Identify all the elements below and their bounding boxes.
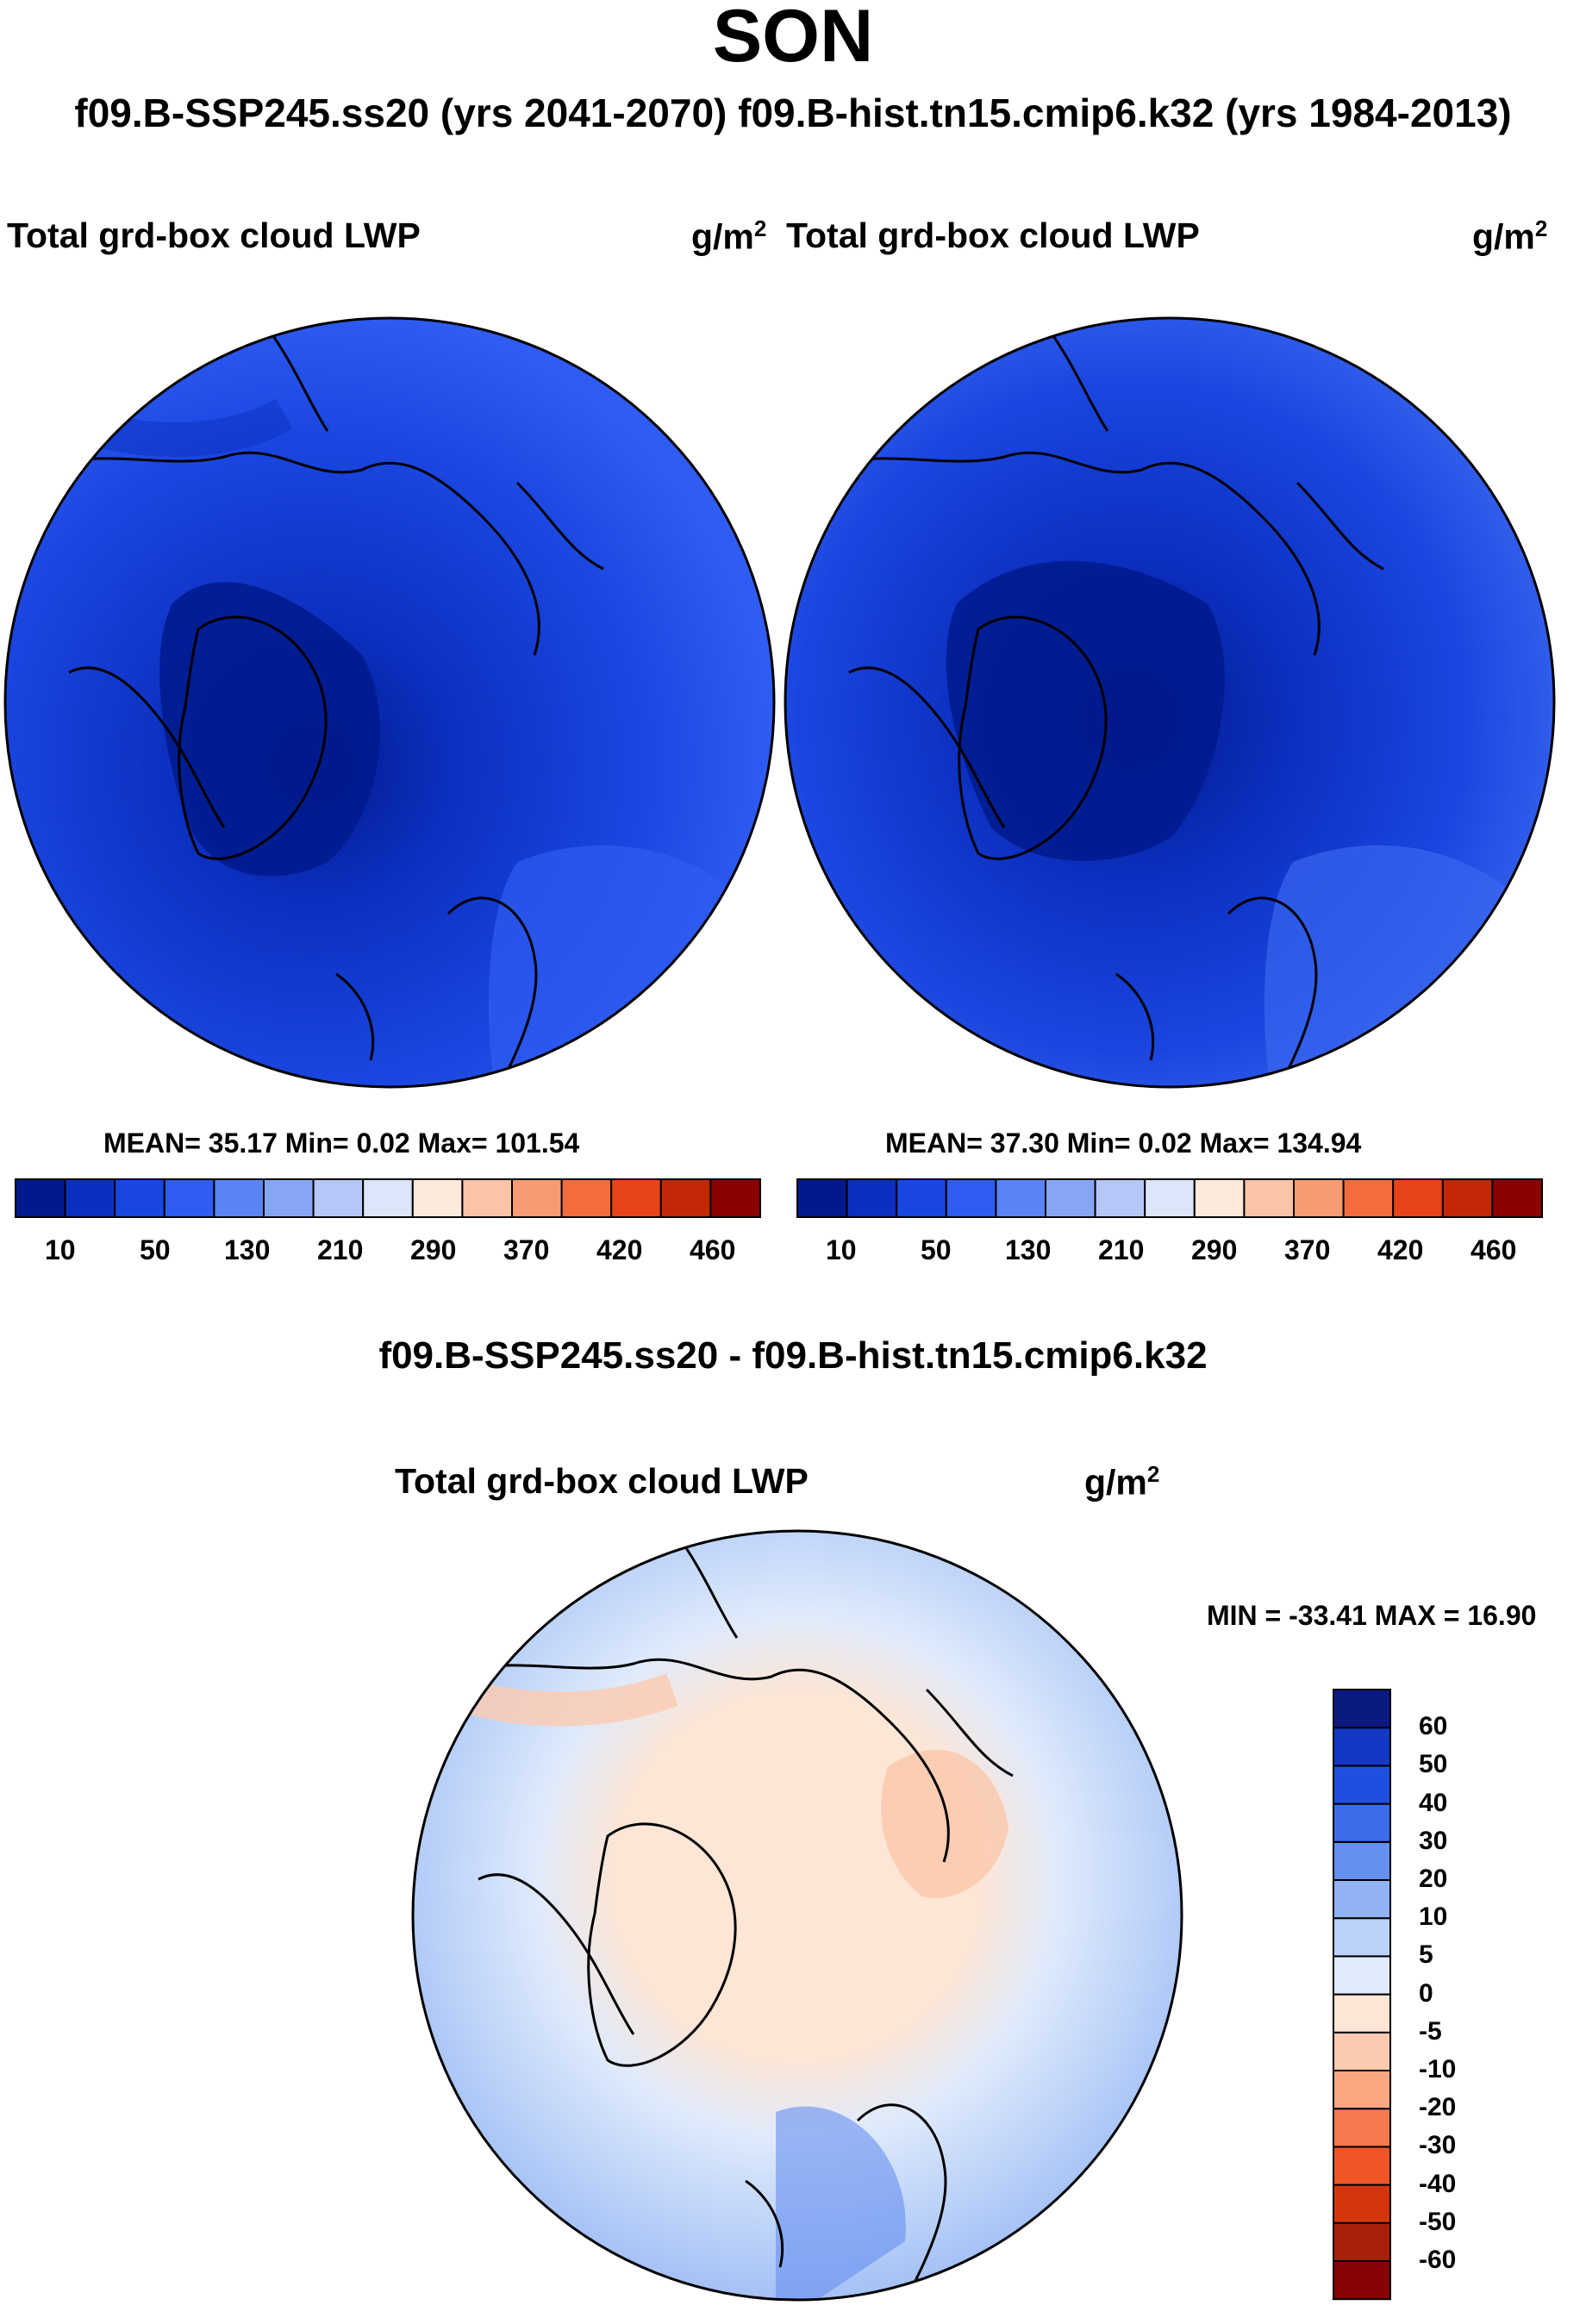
colorbar-future [15,1178,762,1218]
colorbar-cell [1491,1178,1544,1218]
colorbar-cell [1333,2221,1391,2263]
diff-colorbar-label: -5 [1419,2016,1442,2046]
colorbar-difference [1333,1689,1391,2301]
colorbar-cell [1392,1178,1444,1218]
panel-1-units: g/m2 [691,216,767,257]
colorbar-cell [1333,1917,1391,1958]
diff-colorbar-label: -60 [1419,2246,1457,2274]
cbar1-label: 290 [410,1234,457,1265]
runs-subtitle: f09.B-SSP245.ss20 (yrs 2041-2070) f09.B-… [74,91,1512,135]
colorbar-historical [796,1178,1544,1218]
colorbar-cell [1333,1765,1391,1805]
cbar1-label: 460 [690,1234,736,1265]
colorbar-cell [263,1178,315,1218]
diff-title: f09.B-SSP245.ss20 - f09.B-hist.tn15.cmip… [378,1334,1208,1377]
diff-colorbar-label: 5 [1419,1940,1433,1970]
colorbar-cell [796,1178,848,1218]
diff-colorbar-label: 30 [1419,1826,1448,1855]
cbar1-label: 370 [503,1234,550,1265]
map-historical [784,316,1556,1089]
diff-colorbar-label: 40 [1419,1788,1448,1817]
colorbar-cell [1333,2146,1391,2186]
panel-1-stats: MEAN= 35.17 Min= 0.02 Max= 101.54 [103,1128,580,1159]
colorbar-cell [15,1178,66,1218]
colorbar-cell [362,1178,414,1218]
colorbar-cell [114,1178,165,1218]
cbar2-label: 460 [1470,1234,1517,1265]
diff-panel-title: Total grd-box cloud LWP [395,1461,809,1501]
diff-colorbar-label: 0 [1419,1978,1433,2008]
colorbar-cell [995,1178,1047,1218]
colorbar-cell [1333,2183,1391,2224]
colorbar-cell [1333,1993,1391,2034]
colorbar-cell [846,1178,898,1218]
colorbar-cell [163,1178,215,1218]
cbar1-label: 130 [224,1234,271,1265]
cbar1-label: 210 [317,1234,364,1265]
colorbar-cell [1342,1178,1395,1218]
cbar1-label: 50 [140,1234,171,1265]
cbar2-label: 10 [826,1234,857,1265]
colorbar-cell [945,1178,997,1218]
colorbar-cell [511,1178,563,1218]
diff-colorbar-label: 20 [1419,1865,1448,1893]
colorbar-cell [1333,2108,1391,2148]
colorbar-cell [312,1178,365,1218]
cbar1-label: 420 [596,1234,643,1265]
colorbar-cell [1333,1879,1391,1920]
cbar2-label: 50 [921,1234,952,1265]
cbar2-label: 130 [1005,1234,1052,1265]
colorbar-cell [213,1178,265,1218]
colorbar-cell [1333,1802,1391,1843]
map-difference [411,1529,1183,2302]
map-future [3,316,776,1089]
cbar2-label: 210 [1098,1234,1145,1265]
colorbar-cell [1333,2031,1391,2072]
diff-colorbar-label: 60 [1419,1712,1448,1741]
cbar2-label: 290 [1191,1234,1238,1265]
colorbar-cell [1333,1955,1391,1996]
colorbar-cell [1094,1178,1146,1218]
colorbar-cell [896,1178,947,1218]
colorbar-cell [1333,2070,1391,2110]
colorbar-cell [1333,2260,1391,2301]
diff-colorbar-label: -50 [1419,2207,1457,2236]
colorbar-cell [1441,1178,1494,1218]
diff-colorbar-label: 50 [1419,1750,1448,1779]
panel-2-units: g/m2 [1472,216,1548,257]
diff-units: g/m2 [1084,1461,1160,1502]
colorbar-cell [610,1178,662,1218]
colorbar-cell [1293,1178,1345,1218]
cbar2-label: 370 [1284,1234,1331,1265]
diff-colorbar-label: -10 [1419,2055,1457,2083]
colorbar-cell [1333,1840,1391,1882]
colorbar-cell [709,1178,762,1218]
diff-colorbar-label: 10 [1419,1902,1448,1932]
diff-colorbar-label: -20 [1419,2093,1457,2122]
colorbar-cell [659,1178,712,1218]
diff-colorbar-label: -30 [1419,2131,1457,2160]
colorbar-cell [560,1178,613,1218]
cbar2-label: 420 [1377,1234,1424,1265]
colorbar-cell [1045,1178,1096,1218]
colorbar-cell [461,1178,514,1218]
colorbar-cell [1333,1727,1391,1767]
panel-2-stats: MEAN= 37.30 Min= 0.02 Max= 134.94 [885,1128,1362,1159]
diff-colorbar-label: -40 [1419,2169,1457,2198]
colorbar-cell [1333,1689,1391,1729]
panel-2-title: Total grd-box cloud LWP [786,216,1200,255]
colorbar-cell [1144,1178,1196,1218]
colorbar-cell [411,1178,464,1218]
colorbar-cell [1193,1178,1246,1218]
colorbar-cell [1243,1178,1296,1218]
colorbar-cell [64,1178,116,1218]
panel-1-title: Total grd-box cloud LWP [7,216,421,255]
diff-minmax: MIN = -33.41 MAX = 16.90 [1207,1600,1537,1631]
season-title: SON [712,0,874,78]
cbar1-label: 10 [45,1234,76,1265]
